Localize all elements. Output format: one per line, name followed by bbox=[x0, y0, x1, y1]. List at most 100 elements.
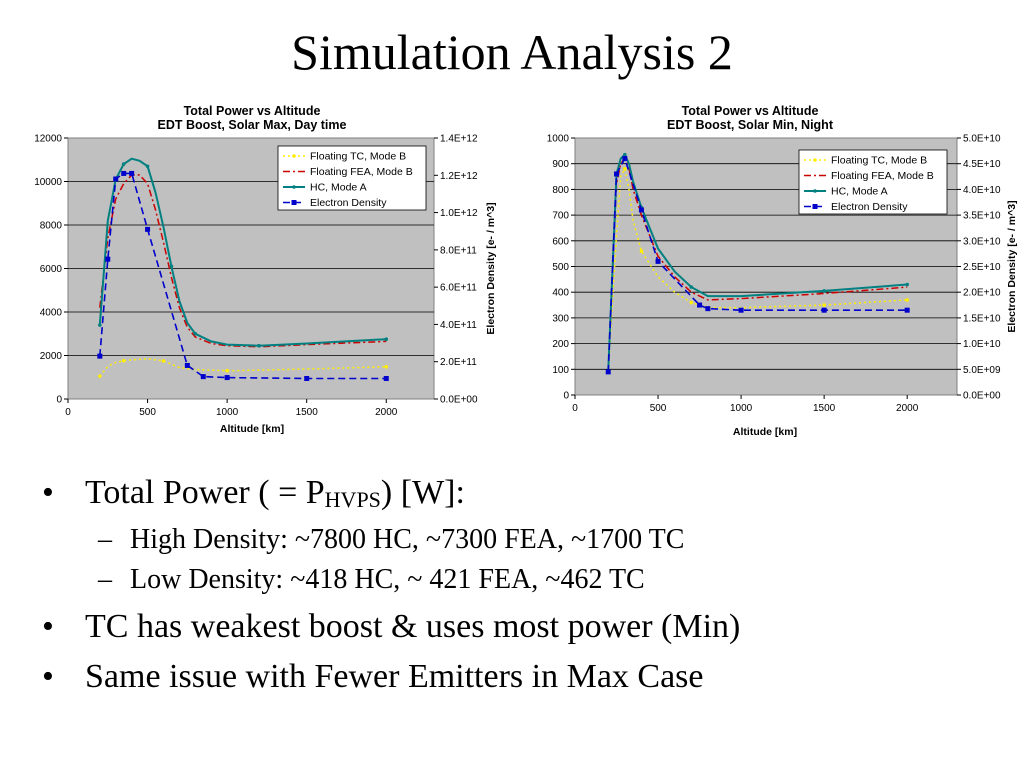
data-point bbox=[689, 300, 694, 305]
y-tick-label: 900 bbox=[552, 159, 569, 170]
sub-bullet-text: High Density: ~7800 HC, ~7300 FEA, ~1700… bbox=[130, 524, 685, 555]
data-point bbox=[697, 302, 703, 308]
legend-marker bbox=[291, 200, 297, 205]
data-point bbox=[905, 298, 909, 302]
y2-tick-label: 0.0E+00 bbox=[440, 395, 478, 406]
data-point bbox=[705, 306, 711, 312]
bullet-dot: • bbox=[42, 474, 54, 511]
chart-subtitle: EDT Boost, Solar Max, Day time bbox=[158, 118, 347, 132]
data-point bbox=[161, 359, 166, 363]
y-tick-label: 200 bbox=[552, 339, 569, 350]
data-point bbox=[605, 369, 611, 375]
sub-bullet-item: – High Density: ~7800 HC, ~7300 FEA, ~170… bbox=[40, 520, 1000, 560]
legend-marker bbox=[813, 189, 817, 193]
bullet-text: Same issue with Fewer Emitters in Max Ca… bbox=[85, 658, 704, 695]
data-point bbox=[622, 156, 628, 162]
y2-tick-label: 4.0E+11 bbox=[440, 320, 477, 331]
y-tick-label: 1000 bbox=[547, 134, 570, 145]
x-tick-label: 500 bbox=[139, 407, 156, 418]
bullet-item: • Total Power ( = PHVPS) [W]: bbox=[40, 470, 1000, 516]
data-point bbox=[98, 323, 102, 327]
data-point bbox=[738, 307, 744, 313]
legend-marker bbox=[292, 154, 296, 158]
data-point bbox=[821, 307, 827, 313]
data-point bbox=[184, 362, 190, 368]
series-line bbox=[607, 153, 908, 372]
legend: Floating TC, Mode B Floating FEA, Mode B H… bbox=[798, 149, 948, 215]
data-point bbox=[623, 152, 627, 157]
data-point bbox=[689, 285, 694, 289]
data-point bbox=[638, 207, 644, 213]
x-tick-label: 500 bbox=[650, 403, 667, 414]
bullet-item: • Same issue with Fewer Emitters in Max C… bbox=[40, 654, 1000, 700]
legend-label: Floating TC, Mode B bbox=[310, 151, 406, 163]
bullet-item: • TC has weakest boost & uses most power … bbox=[40, 604, 1000, 650]
data-point bbox=[655, 258, 661, 264]
y2-tick-label: 1.2E+12 bbox=[440, 171, 478, 182]
y2-tick-label: 1.0E+10 bbox=[963, 339, 1001, 350]
data-point bbox=[639, 249, 644, 253]
data-point bbox=[98, 374, 102, 378]
data-point bbox=[905, 282, 909, 287]
data-point bbox=[822, 289, 826, 293]
y-tick-label: 2000 bbox=[40, 351, 63, 362]
bullet-dot: • bbox=[42, 658, 54, 695]
y-tick-label: 600 bbox=[552, 236, 569, 247]
data-point bbox=[129, 170, 135, 176]
data-point bbox=[193, 331, 198, 336]
data-point bbox=[224, 375, 230, 381]
x-axis-label: Altitude [km] bbox=[220, 423, 284, 435]
legend-marker bbox=[292, 185, 296, 189]
series-line bbox=[607, 157, 908, 372]
y2-tick-label: 1.4E+12 bbox=[440, 134, 478, 145]
data-point bbox=[121, 358, 126, 363]
y-tick-label: 10000 bbox=[34, 177, 62, 188]
data-point bbox=[105, 256, 111, 262]
dash-mark: – bbox=[98, 564, 112, 595]
y2-tick-label: 5.0E+09 bbox=[963, 365, 1001, 376]
x-tick-label: 1000 bbox=[216, 407, 239, 418]
bullet-subscript: HVPS bbox=[324, 487, 381, 512]
y-tick-label: 8000 bbox=[40, 221, 63, 232]
data-point bbox=[822, 303, 826, 307]
sub-bullet-item: – Low Density: ~418 HC, ~ 421 FEA, ~462 T… bbox=[40, 560, 1000, 600]
legend-label: Floating TC, Mode B bbox=[831, 155, 927, 167]
y-tick-label: 0 bbox=[563, 391, 569, 402]
data-point bbox=[614, 171, 620, 177]
x-tick-label: 1500 bbox=[296, 407, 319, 418]
data-point bbox=[904, 307, 910, 313]
x-tick-label: 2000 bbox=[896, 403, 919, 414]
legend: Floating TC, Mode B Floating FEA, Mode B H… bbox=[277, 145, 427, 211]
y-tick-label: 300 bbox=[552, 313, 569, 324]
y-tick-label: 500 bbox=[552, 262, 569, 273]
legend-box bbox=[798, 149, 948, 215]
y-tick-label: 4000 bbox=[40, 308, 63, 319]
dash-mark: – bbox=[98, 524, 112, 555]
legend-label: Electron Density bbox=[831, 201, 908, 213]
chart-title: Total Power vs Altitude bbox=[682, 104, 819, 118]
data-point bbox=[383, 375, 389, 381]
data-point bbox=[169, 264, 174, 269]
legend-label: Electron Density bbox=[310, 197, 387, 209]
data-point bbox=[145, 226, 151, 232]
y2-tick-label: 4.5E+10 bbox=[963, 159, 1001, 170]
y-tick-label: 0 bbox=[56, 395, 62, 406]
y2-tick-label: 1.5E+10 bbox=[963, 313, 1001, 324]
y2-tick-label: 5.0E+10 bbox=[963, 134, 1001, 145]
y2-tick-label: 3.0E+10 bbox=[963, 236, 1001, 247]
legend-label: Floating FEA, Mode B bbox=[310, 166, 413, 178]
y2-axis-label: Electron Density [e- / m^3] bbox=[485, 202, 497, 334]
data-point bbox=[200, 374, 206, 380]
series-line bbox=[607, 166, 908, 372]
y2-tick-label: 8.0E+11 bbox=[440, 245, 477, 256]
x-tick-label: 1500 bbox=[813, 403, 836, 414]
legend-marker bbox=[813, 158, 817, 162]
x-tick-label: 0 bbox=[572, 403, 578, 414]
y-tick-label: 6000 bbox=[40, 264, 63, 275]
series-line bbox=[99, 174, 387, 348]
y2-tick-label: 3.5E+10 bbox=[963, 211, 1001, 222]
data-point bbox=[113, 176, 119, 182]
y2-tick-label: 4.0E+10 bbox=[963, 185, 1001, 196]
